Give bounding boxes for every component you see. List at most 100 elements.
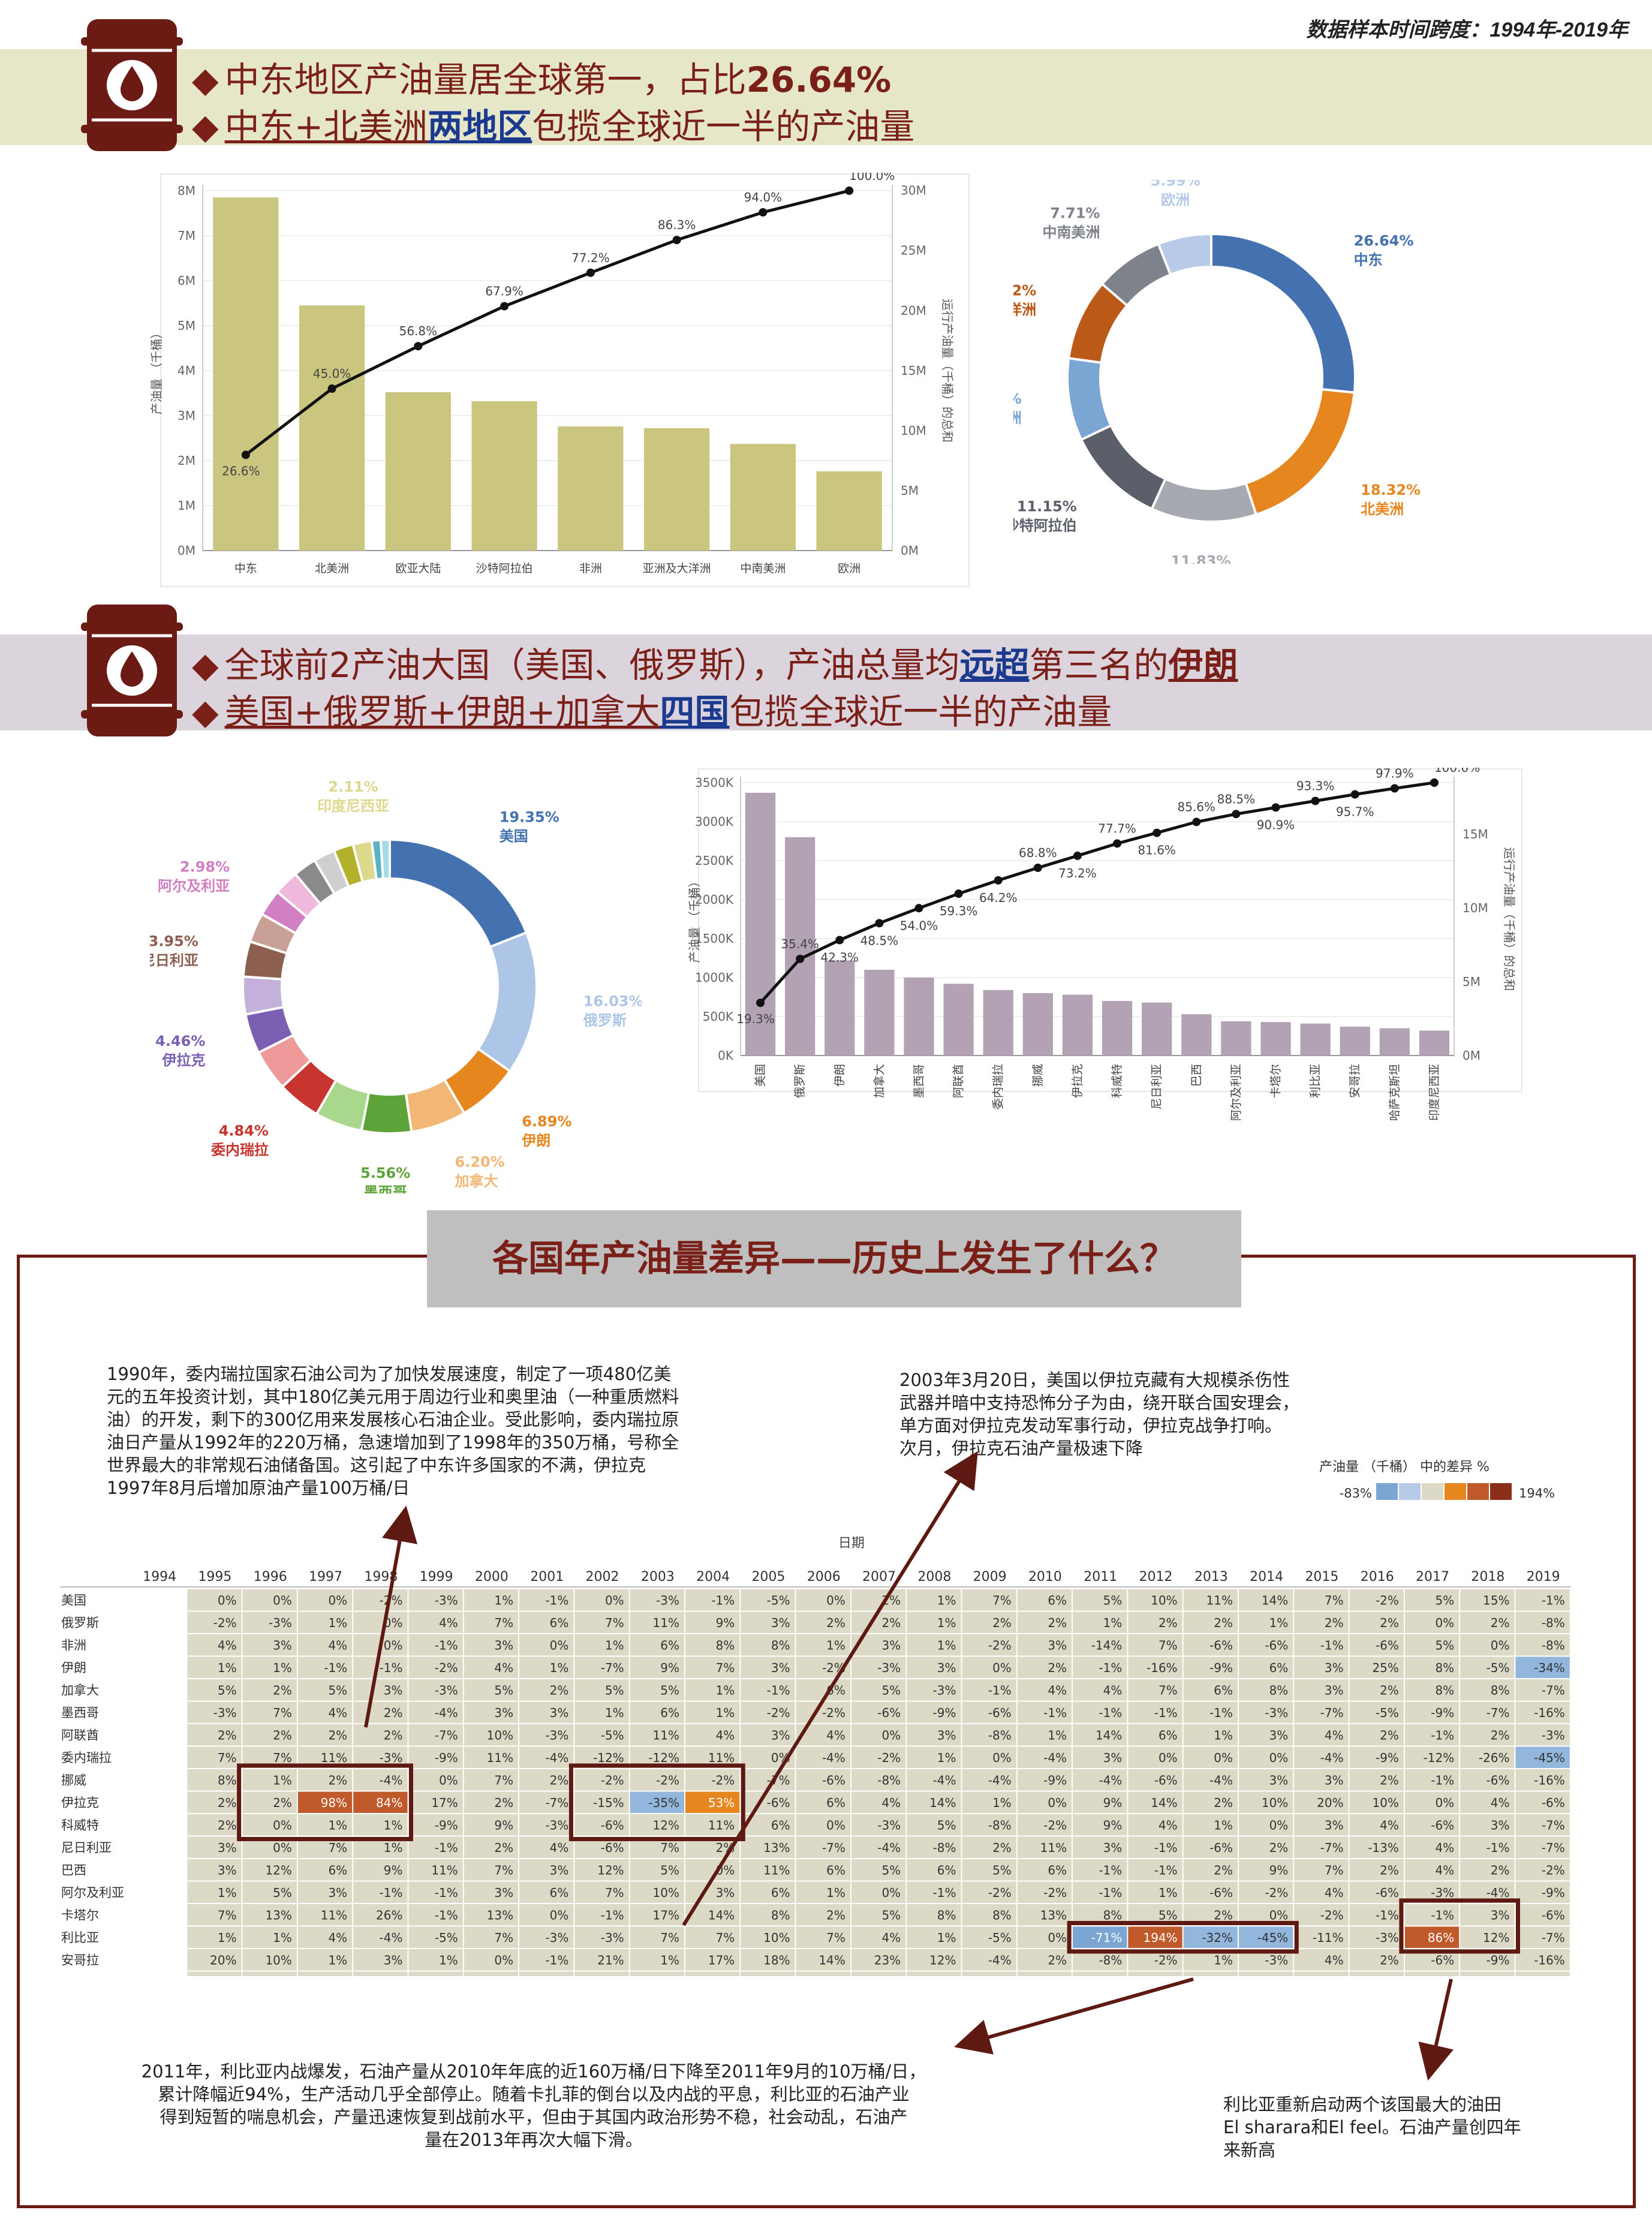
heat-cell-value: -7%: [435, 1728, 458, 1743]
banner-2-line-1: ◆ 全球前2产油大国（美国、俄罗斯），产油总量均远超第三名的伊朗: [192, 645, 1238, 685]
heat-cell: [796, 1926, 850, 1948]
x-tick-label: 印度尼西亚: [1428, 1064, 1441, 1121]
x-tick-label: 科威特: [1111, 1064, 1124, 1098]
slice-pct-label: 6.89%: [522, 1113, 571, 1130]
heat-cell-value: -9%: [933, 1706, 956, 1720]
cumulative-point: [845, 187, 854, 195]
heat-cell: [1239, 1814, 1293, 1836]
cumulative-label: 94.0%: [744, 190, 783, 205]
x-tick-label: 尼日利亚: [1150, 1064, 1163, 1110]
heat-cell-value: 8%: [1103, 1908, 1123, 1923]
heat-cell: [1073, 1971, 1127, 1976]
heat-cell: [353, 1814, 408, 1836]
heat-cell-value: 9%: [660, 1661, 679, 1675]
heat-cell: [519, 1611, 574, 1633]
heat-cell-value: -6%: [1376, 1638, 1399, 1653]
heat-cell: [519, 1971, 574, 1976]
heat-cell: [1404, 1724, 1460, 1746]
heat-cell: [1294, 1836, 1349, 1858]
row-label: 加拿大: [61, 1683, 99, 1698]
heat-cell-value: 2%: [218, 1728, 237, 1743]
heat-cell-value: 1%: [937, 1616, 956, 1630]
heat-cell-value: 1%: [605, 1638, 624, 1653]
heat-cell-value: 2%: [273, 1728, 292, 1743]
cumulative-point: [1232, 810, 1241, 819]
heat-cell: [1239, 1589, 1293, 1611]
year-label: 1994: [143, 1569, 176, 1584]
heat-cell-value: 6%: [771, 1818, 790, 1833]
heat-cell: [1073, 1859, 1127, 1881]
highlight-box: [1067, 1921, 1299, 1954]
row-label: 伊拉克: [61, 1796, 99, 1810]
heat-cell: [1239, 1769, 1293, 1791]
heat-cell-value: -4%: [877, 1841, 901, 1855]
heat-cell: [187, 1836, 242, 1858]
heat-cell-value: 2%: [1269, 1841, 1289, 1855]
heat-cell: [1183, 1926, 1238, 1948]
heat-cell: [1515, 1769, 1570, 1791]
heat-cell-value: -2%: [822, 1661, 845, 1675]
slice-pct-label: 9.25%: [1013, 390, 1022, 407]
heat-cell-value: 4%: [881, 1796, 901, 1810]
heat-cell: [1017, 1904, 1072, 1926]
heat-cell-value: -11%: [1313, 1931, 1344, 1945]
heat-cell: [132, 1836, 186, 1858]
heat-cell-value: -16%: [1147, 1661, 1178, 1675]
bar-卡塔尔: [1260, 1022, 1291, 1056]
heat-cell-value: 1%: [273, 1661, 292, 1675]
heat-cell-value: -2%: [711, 1773, 735, 1788]
heat-cell-value: 2%: [328, 1773, 347, 1788]
y-tick-label: 1M: [177, 498, 195, 513]
row-label: 非洲: [61, 1638, 86, 1653]
heat-cell-value: -3%: [877, 1818, 901, 1833]
heat-cell: [1515, 1881, 1570, 1903]
heat-cell: [1460, 1679, 1515, 1701]
heat-cell: [1073, 1791, 1127, 1813]
heat-cell-value: 5%: [1103, 1593, 1123, 1608]
heat-cell: [132, 1611, 186, 1633]
heat-cell-value: 7%: [605, 1886, 624, 1900]
heat-cell: [1294, 1904, 1349, 1926]
heat-cell: [187, 1814, 242, 1836]
heat-cell-value: 3%: [1269, 1728, 1289, 1743]
heat-cell-value: -2%: [877, 1751, 901, 1765]
y-tick-label: 3000K: [695, 814, 734, 829]
heat-cell: [1349, 1701, 1404, 1723]
heat-cell-value: -2%: [822, 1706, 845, 1720]
heat-cell-value: -6%: [601, 1841, 624, 1855]
heat-cell: [1515, 1926, 1570, 1948]
heat-cell: [574, 1589, 629, 1611]
year-label: 2019: [1527, 1569, 1560, 1584]
heat-cell: [1128, 1769, 1182, 1791]
heat-cell: [1239, 1926, 1293, 1948]
heat-cell: [630, 1814, 684, 1836]
y2-axis-title: 运行产油量（千桶）的总和: [1502, 847, 1516, 991]
heat-cell-value: -3%: [1376, 1931, 1399, 1945]
heat-cell: [1349, 1926, 1404, 1948]
cumulative-label: 68.8%: [1019, 846, 1057, 860]
heat-cell: [353, 1971, 408, 1976]
heat-cell-value: 1%: [716, 1683, 735, 1698]
year-label: 2018: [1471, 1569, 1504, 1584]
heat-cell-value: 0%: [1048, 1796, 1067, 1810]
heat-cell-value: 2%: [1214, 1863, 1233, 1878]
heat-cell-value: 3%: [1103, 1841, 1123, 1855]
heat-cell-value: -4%: [1487, 1886, 1510, 1900]
heat-cell-value: -9%: [1487, 1953, 1510, 1968]
heat-cell-value: -6%: [1542, 1908, 1565, 1923]
heat-cell-value: 3%: [1269, 1773, 1289, 1788]
heat-cell: [574, 1769, 629, 1791]
heat-cell-value: 4%: [1325, 1886, 1344, 1900]
heat-cell-value: 11%: [431, 1863, 458, 1878]
heat-cell-value: 11%: [487, 1751, 513, 1765]
row-label: 墨西哥: [61, 1706, 99, 1720]
heat-cell-value: -2%: [1320, 1908, 1344, 1923]
heat-cell: [1017, 1881, 1072, 1903]
heat-cell-value: 1%: [273, 1773, 292, 1788]
y2-tick-label: 0M: [1463, 1048, 1481, 1063]
heat-cell-value: 2%: [1048, 1616, 1067, 1630]
heat-cell-value: 86%: [1428, 1931, 1454, 1945]
heat-cell: [1460, 1634, 1515, 1656]
heat-cell: [464, 1881, 519, 1903]
country-pareto-chart: 0K 500K 1000K 1500K 2000K 2500K 3000K 3500K 0M 5M…: [687, 768, 1522, 1121]
